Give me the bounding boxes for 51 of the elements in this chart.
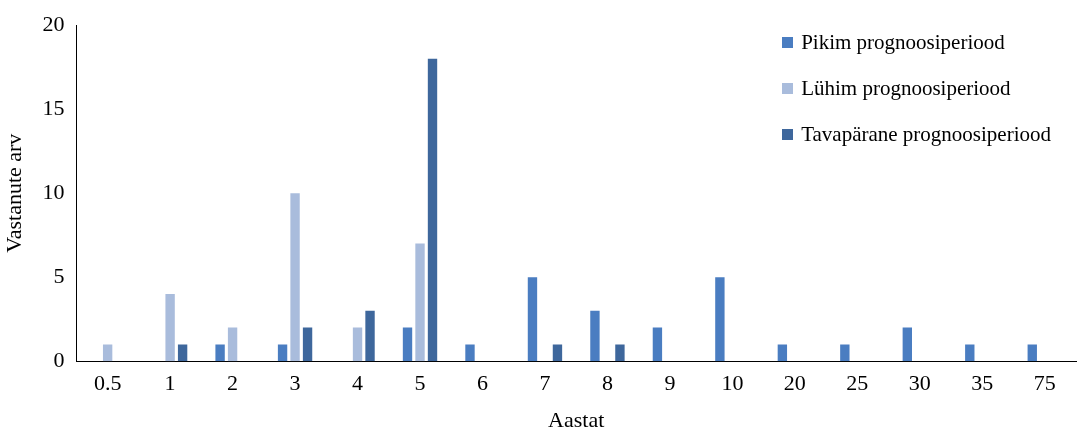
bar <box>227 327 238 362</box>
y-tick-label: 5 <box>53 262 65 288</box>
legend-label: Tavapärane prognoosiperiood <box>801 122 1051 147</box>
bar <box>652 327 663 362</box>
bar <box>552 344 563 362</box>
bar <box>102 344 113 362</box>
bar <box>415 243 425 362</box>
x-tick-label: 25 <box>846 370 869 396</box>
x-tick-label: 9 <box>664 370 676 396</box>
x-tick-label: 10 <box>721 370 744 396</box>
bar <box>165 294 175 362</box>
x-tick-label: 4 <box>352 370 364 396</box>
x-tick-label: 0.5 <box>93 370 122 396</box>
x-tick-label: 2 <box>227 370 239 396</box>
y-tick-label: 10 <box>42 178 65 204</box>
bar <box>365 310 375 362</box>
bar <box>290 193 300 362</box>
x-tick-label: 5 <box>414 370 426 396</box>
bar <box>402 327 413 362</box>
bar <box>715 277 725 362</box>
y-tick-label: 20 <box>42 10 65 36</box>
bar <box>615 344 625 362</box>
bar <box>177 344 188 362</box>
bar <box>215 344 225 362</box>
x-tick-label: 30 <box>908 370 931 396</box>
bar <box>302 327 313 362</box>
y-tick-label: 0 <box>53 346 65 372</box>
x-tick-label: 1 <box>164 370 176 396</box>
x-tick-label: 20 <box>783 370 806 396</box>
bar <box>427 58 438 362</box>
bar <box>527 277 538 362</box>
bar <box>840 344 850 362</box>
bar <box>590 310 600 362</box>
x-axis-title: Aastat <box>548 406 605 432</box>
bar <box>277 344 288 362</box>
bar <box>1027 344 1037 362</box>
x-tick-label: 3 <box>289 370 301 396</box>
legend-label: Pikim prognoosiperiood <box>801 30 1005 55</box>
x-tick-label: 75 <box>1033 370 1056 396</box>
legend-label: Lühim prognoosiperiood <box>801 76 1011 101</box>
y-axis-title: Vastanute arv <box>0 133 26 253</box>
bar <box>965 344 975 362</box>
x-tick-label: 35 <box>971 370 994 396</box>
x-tick-label: 6 <box>476 370 488 396</box>
bar <box>352 327 363 362</box>
y-tick-label: 15 <box>42 94 65 120</box>
bar <box>902 327 912 362</box>
x-tick-label: 7 <box>539 370 551 396</box>
bar <box>777 344 788 362</box>
x-tick-label: 8 <box>601 370 613 396</box>
bar <box>465 344 475 362</box>
